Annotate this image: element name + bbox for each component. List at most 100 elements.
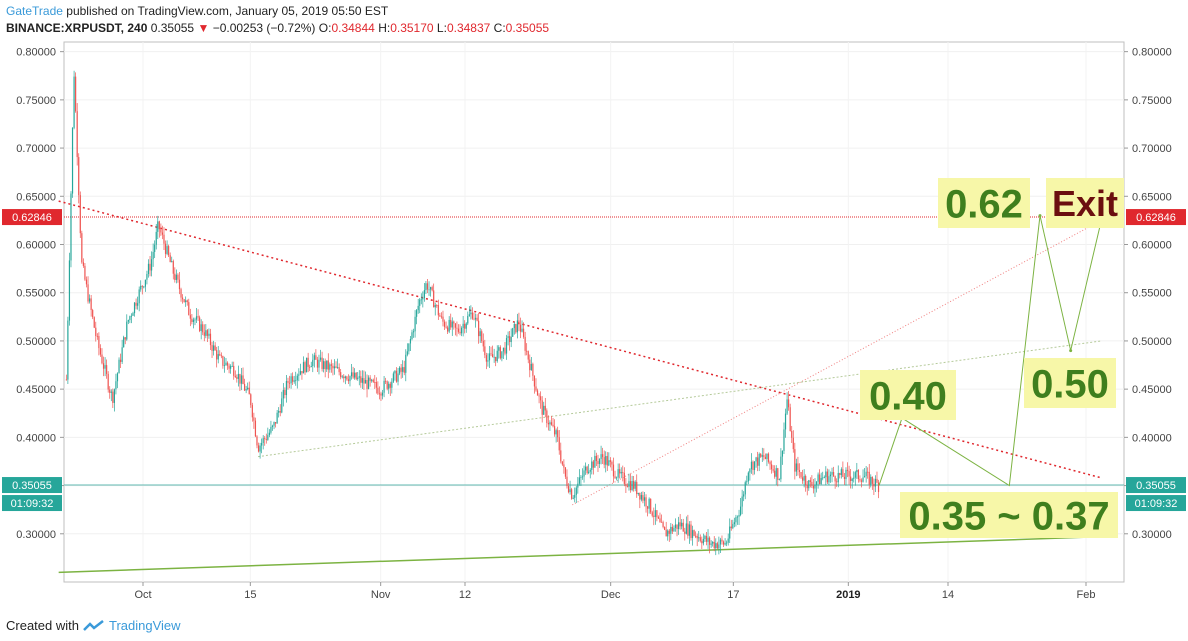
candle-up (70, 193, 72, 261)
x-tick-label: 14 (942, 589, 954, 601)
y-tick-label-right: 0.45000 (1132, 384, 1172, 396)
candle-up (853, 477, 855, 479)
candle-down (664, 526, 666, 530)
candle-up (507, 336, 509, 339)
x-tick-label: 2019 (836, 589, 860, 601)
candle-down (586, 466, 588, 474)
x-tick-label: 17 (727, 589, 739, 601)
resistance-trendline[interactable] (58, 200, 1102, 479)
projection-arrowhead (1038, 214, 1042, 218)
candle-down (547, 422, 549, 425)
candle-down (553, 426, 556, 435)
candle-down (812, 485, 815, 489)
candle-up (290, 376, 292, 384)
lower-green-support[interactable] (58, 535, 1102, 574)
candle-up (298, 374, 300, 376)
candle-down (92, 310, 94, 318)
candle-up (394, 370, 396, 374)
last-price: 0.35055 (150, 21, 195, 35)
candle-up (205, 330, 207, 336)
candle-down (769, 461, 771, 465)
annotation-box[interactable] (1046, 178, 1124, 228)
candle-down (529, 359, 531, 371)
candle-down (186, 300, 188, 303)
candle-down (760, 453, 762, 457)
candle-up (261, 442, 263, 446)
candle-up (341, 376, 343, 378)
candle-up (738, 514, 740, 517)
candle-down (112, 391, 114, 403)
candle-down (730, 526, 732, 529)
candle-down (106, 365, 108, 374)
candle-up (398, 367, 401, 374)
candle-up (381, 392, 384, 396)
candle-up (569, 489, 571, 493)
candle-up (598, 459, 601, 464)
annotation-box[interactable] (860, 370, 956, 420)
candle-down (609, 460, 611, 462)
candle-up (171, 261, 173, 263)
author-name[interactable]: GateTrade (6, 4, 63, 18)
candle-down (265, 439, 267, 440)
annotation-box[interactable] (1024, 358, 1116, 408)
candle-down (626, 485, 629, 487)
candle-down (219, 354, 221, 356)
candle-down (602, 454, 604, 458)
rising-red-line[interactable] (572, 219, 1102, 506)
price-change: −0.00253 (−0.72%) (212, 21, 316, 35)
candle-up (276, 412, 278, 424)
candle-down (439, 315, 441, 317)
candle-up (822, 477, 824, 479)
candle-down (360, 376, 362, 383)
y-tick-label-right: 0.50000 (1132, 336, 1172, 348)
annotation-box[interactable] (938, 178, 1030, 228)
candle-down (274, 422, 277, 424)
candle-up (739, 506, 742, 515)
candle-up (133, 302, 136, 314)
candle-up (383, 380, 385, 393)
candle-down (433, 290, 435, 308)
tradingview-link[interactable]: TradingView (108, 618, 181, 633)
candle-up (496, 350, 498, 362)
candle-down (338, 367, 340, 373)
candle-up (828, 476, 830, 483)
candle-down (76, 111, 78, 158)
candle-down (172, 261, 174, 274)
candle-down (378, 393, 381, 395)
candle-down (571, 489, 573, 499)
candle-up (814, 484, 816, 489)
candle-down (343, 376, 345, 379)
candle-down (800, 471, 802, 478)
candle-up (648, 498, 650, 509)
annotation-box[interactable] (900, 492, 1118, 538)
candle-down (330, 364, 332, 366)
candle-up (73, 76, 75, 128)
candle-down (834, 476, 836, 482)
candle-down (622, 472, 624, 473)
candle-up (240, 375, 243, 384)
candle-down (524, 336, 526, 351)
candle-down (819, 474, 821, 485)
candle-down (309, 366, 311, 368)
candle-up (429, 287, 432, 290)
candle-down (763, 455, 765, 457)
candle-up (462, 323, 464, 328)
candle-down (519, 324, 522, 332)
candle-down (332, 365, 334, 369)
candle-down (646, 506, 649, 509)
candle-down (124, 337, 126, 340)
candle-down (203, 332, 205, 336)
candle-down (546, 410, 548, 423)
candle-down (693, 530, 695, 536)
candle-down (656, 510, 658, 518)
candle-up (299, 371, 301, 375)
projection-path[interactable] (878, 215, 1102, 487)
upper-green-trendline[interactable] (257, 340, 1102, 458)
y-tick-label-right: 0.55000 (1132, 288, 1172, 300)
tradingview-logo-icon (83, 619, 104, 631)
candle-down (612, 464, 615, 477)
candle-down (214, 345, 216, 351)
candle-down (789, 407, 791, 431)
candle-up (620, 472, 622, 474)
